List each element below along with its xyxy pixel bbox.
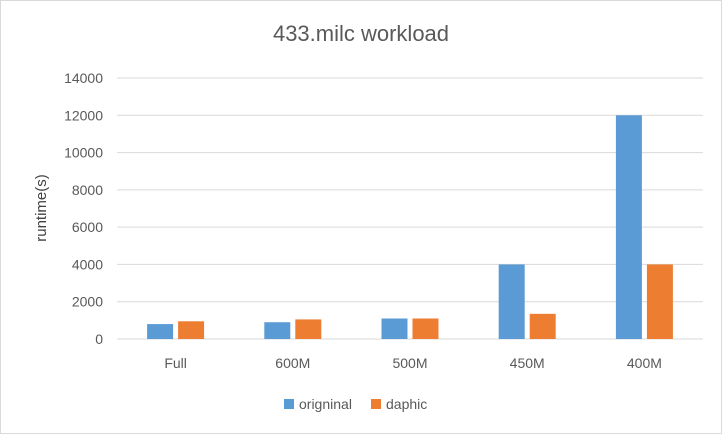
x-tick-label: 600M (275, 355, 310, 371)
y-tick-label: 0 (95, 331, 103, 347)
bar-origninal-450M (498, 264, 525, 339)
y-tick-label: 8000 (72, 182, 103, 198)
y-tick-label: 12000 (64, 107, 103, 123)
legend-swatch-daphic (371, 399, 381, 409)
bar-origninal-500M (381, 318, 408, 339)
bar-daphic-600M (295, 319, 322, 339)
bar-origninal-Full (147, 324, 174, 339)
bar-daphic-450M (529, 313, 556, 339)
y-tick-label: 14000 (64, 70, 103, 86)
legend-label: daphic (386, 396, 427, 412)
legend-swatch-origninal (284, 399, 294, 409)
y-tick-label: 6000 (72, 219, 103, 235)
bar-origninal-600M (264, 322, 291, 339)
y-axis-label: runtime(s) (33, 174, 50, 242)
y-tick-label: 10000 (64, 145, 103, 161)
bar-daphic-500M (412, 318, 439, 339)
x-tick-label: 450M (510, 355, 545, 371)
y-tick-label: 2000 (72, 294, 103, 310)
bar-origninal-400M (615, 115, 642, 340)
x-tick-label: 400M (627, 355, 662, 371)
legend: origninal daphic (284, 396, 427, 412)
legend-label: origninal (299, 396, 352, 412)
x-tick-label: Full (164, 355, 187, 371)
y-tick-label: 4000 (72, 256, 103, 272)
gridlines (117, 77, 703, 340)
y-axis-ticks: 0 2000 4000 6000 8000 10000 12000 14000 (64, 70, 103, 347)
x-tick-label: 500M (392, 355, 427, 371)
bar-daphic-400M (646, 264, 673, 339)
chart-title: 433.milc workload (273, 21, 449, 46)
x-axis-ticks: Full 600M 500M 450M 400M (164, 355, 662, 371)
bars (147, 115, 673, 340)
bar-daphic-Full (178, 321, 205, 339)
